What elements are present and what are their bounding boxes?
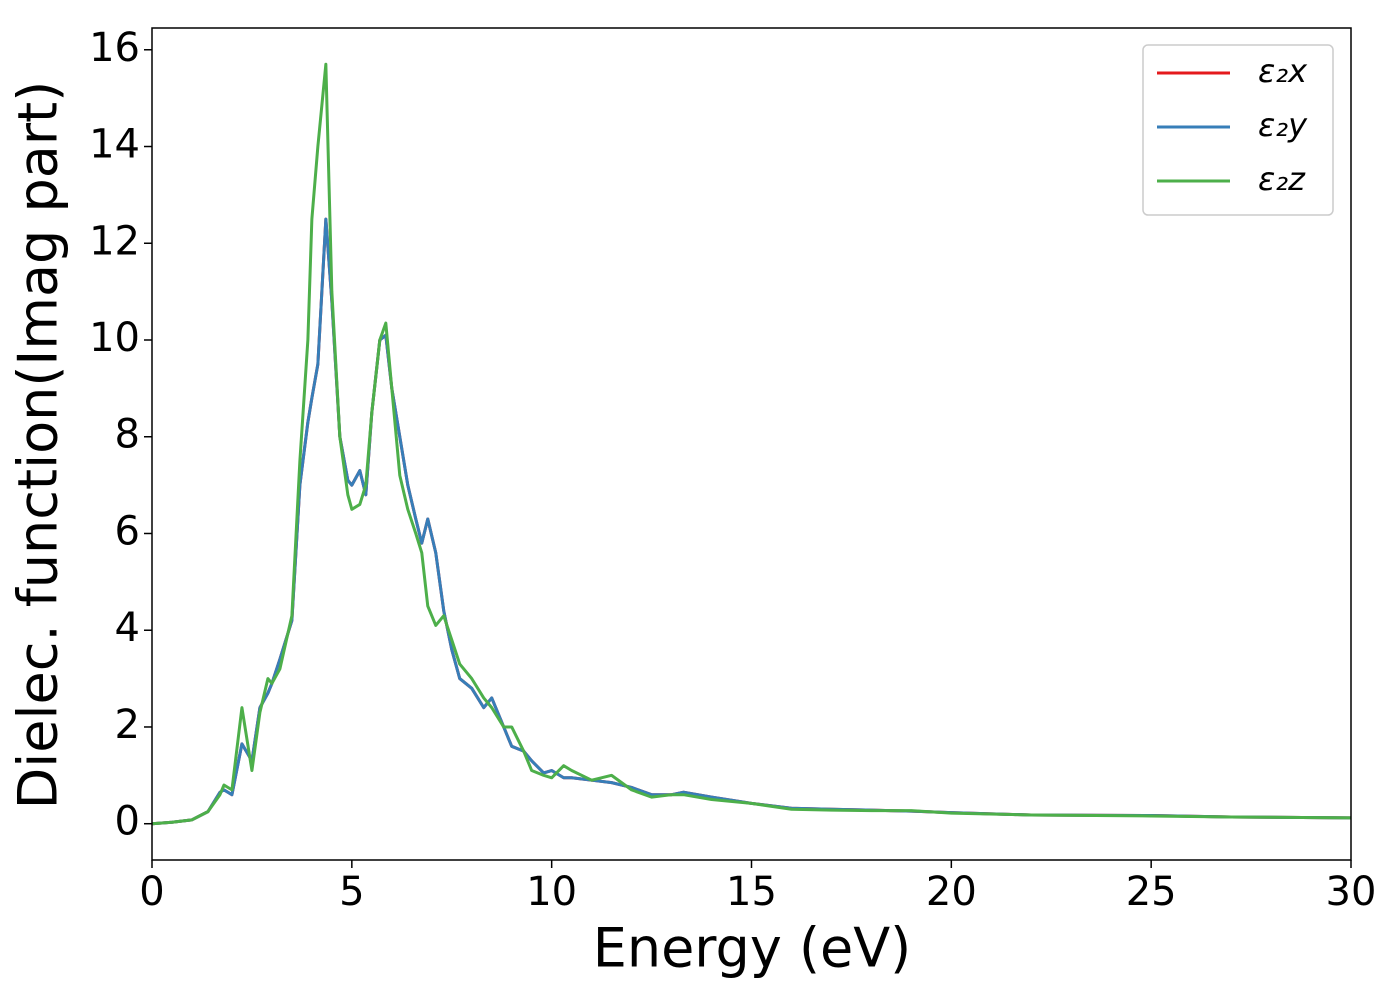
x-tick-label: 10 [526, 869, 577, 915]
x-tick-label: 25 [1126, 869, 1177, 915]
y-tick-label: 16 [89, 25, 140, 71]
y-tick-label: 14 [89, 122, 140, 168]
x-tick-label: 0 [139, 869, 164, 915]
x-tick-label: 30 [1326, 869, 1377, 915]
y-tick-label: 12 [89, 218, 140, 264]
x-tick-label: 5 [339, 869, 364, 915]
y-tick-label: 0 [115, 799, 140, 845]
plot-frame [151, 27, 1352, 861]
series-line [151, 217, 1352, 826]
y-tick-label: 4 [115, 605, 140, 651]
y-tick-label: 2 [115, 702, 140, 748]
y-axis-label: Dielec. function(Imag part) [7, 81, 70, 810]
y-tick-label: 6 [115, 508, 140, 554]
x-axis-label: Energy (eV) [593, 917, 912, 980]
y-tick-label: 10 [89, 315, 140, 361]
x-tick-label: 20 [926, 869, 977, 915]
legend-label: ε₂z [1258, 160, 1306, 198]
y-tick-label: 8 [115, 412, 140, 458]
series-line [151, 62, 1352, 826]
legend-label: ε₂y [1258, 106, 1308, 144]
x-tick-label: 15 [726, 869, 777, 915]
legend-box [1142, 44, 1334, 216]
legend-label: ε₂x [1258, 52, 1308, 90]
